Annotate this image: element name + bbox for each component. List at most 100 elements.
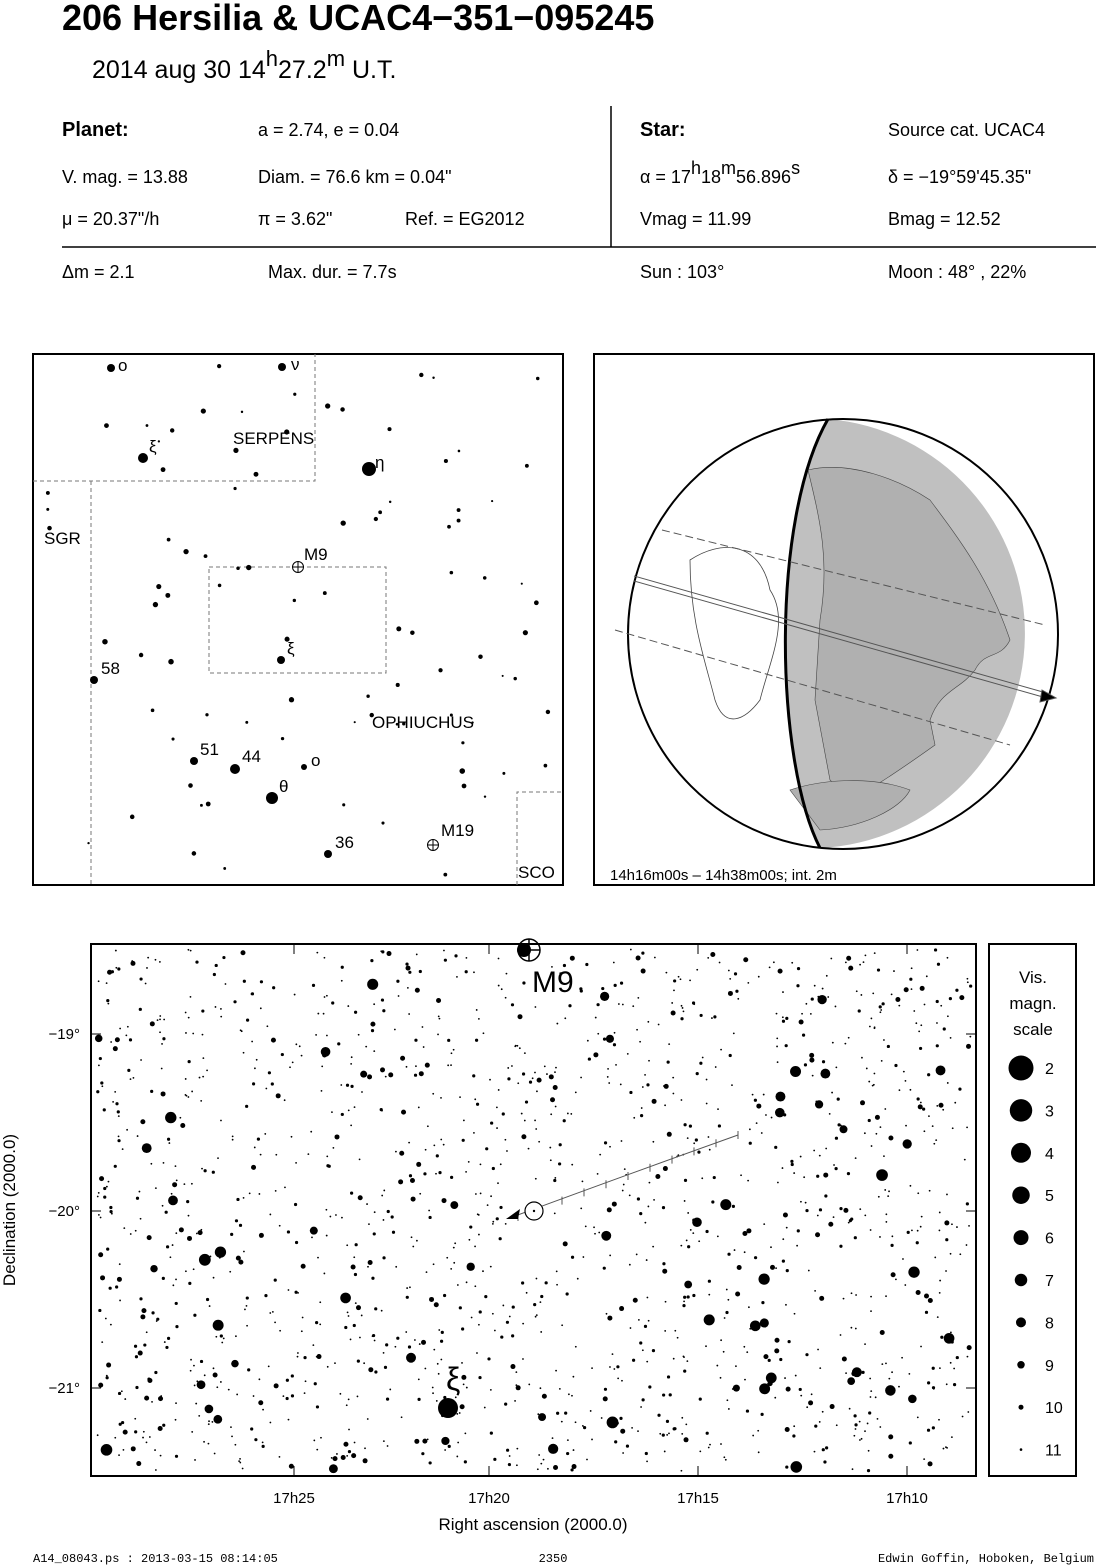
star [776, 1181, 779, 1184]
star [683, 1295, 687, 1299]
star [853, 1414, 857, 1418]
star [966, 1043, 972, 1049]
star [208, 1420, 210, 1423]
star [639, 1114, 644, 1118]
star [831, 1091, 833, 1094]
star [894, 1063, 898, 1068]
star [150, 1089, 154, 1093]
star [939, 1279, 942, 1282]
star [470, 1316, 473, 1319]
star [597, 1032, 600, 1035]
star [809, 1057, 815, 1063]
star [677, 1154, 680, 1157]
star [502, 1304, 505, 1307]
shadow-path [614, 529, 1058, 746]
star [898, 1004, 901, 1007]
star [400, 1055, 406, 1061]
star [326, 1155, 329, 1158]
star-label: 58 [101, 659, 120, 678]
star [244, 1308, 246, 1311]
star [371, 1335, 374, 1338]
star [881, 1363, 884, 1365]
star [841, 1356, 847, 1362]
star [147, 956, 150, 959]
star [705, 1078, 708, 1081]
star [239, 1458, 241, 1460]
star [456, 1413, 459, 1415]
star [483, 1406, 486, 1409]
star [500, 1335, 504, 1339]
star [352, 1323, 356, 1328]
star [322, 591, 327, 595]
star [820, 1068, 831, 1079]
star [179, 1116, 182, 1119]
star [731, 1084, 733, 1087]
star [114, 1037, 120, 1043]
star [447, 524, 451, 529]
star [942, 1447, 945, 1450]
star [115, 1102, 119, 1106]
star [851, 1468, 854, 1471]
star [549, 1146, 552, 1149]
star [479, 1192, 482, 1195]
star [844, 1042, 847, 1045]
star [440, 1096, 442, 1099]
star [437, 1372, 440, 1375]
star [728, 1053, 732, 1058]
star [407, 1345, 412, 1349]
star [443, 958, 447, 962]
star [373, 1211, 376, 1214]
star [406, 1287, 409, 1289]
star [461, 1138, 465, 1142]
star [641, 1398, 645, 1402]
star [347, 1315, 350, 1317]
star [842, 1297, 845, 1300]
star [735, 1291, 741, 1297]
star-label: SERPENS [233, 429, 314, 448]
star [122, 1448, 125, 1451]
star [619, 981, 624, 985]
star [793, 1312, 796, 1315]
star [475, 1102, 480, 1106]
star [790, 1065, 802, 1077]
star [351, 1453, 357, 1459]
star [872, 992, 875, 995]
star [711, 1017, 713, 1019]
star [623, 1168, 626, 1171]
star [459, 768, 466, 774]
star [607, 1315, 613, 1321]
star [294, 1290, 298, 1294]
star [484, 1295, 488, 1299]
star [102, 638, 108, 645]
star [112, 1046, 118, 1052]
star [482, 1270, 484, 1273]
star [138, 1007, 142, 1011]
star [188, 1281, 192, 1285]
star [632, 1297, 638, 1303]
frame [90, 943, 977, 1477]
star [45, 490, 50, 495]
star [202, 1057, 205, 1059]
star [166, 1137, 171, 1141]
star [521, 1281, 525, 1285]
star [581, 1424, 584, 1427]
star [138, 453, 148, 463]
star [214, 1006, 217, 1008]
star [348, 1428, 350, 1431]
star [545, 709, 551, 715]
star [602, 1037, 607, 1041]
star [819, 1367, 822, 1370]
star [845, 1372, 847, 1375]
star [615, 1063, 617, 1066]
info: Bmag = 12.52 [888, 209, 1001, 229]
star [160, 1091, 166, 1097]
star [823, 1460, 827, 1464]
star [491, 500, 494, 503]
star [151, 1400, 153, 1403]
star [774, 1337, 780, 1343]
star [844, 961, 847, 964]
star [522, 1322, 525, 1325]
star [925, 975, 928, 978]
star [346, 1311, 349, 1314]
star [195, 1402, 198, 1405]
